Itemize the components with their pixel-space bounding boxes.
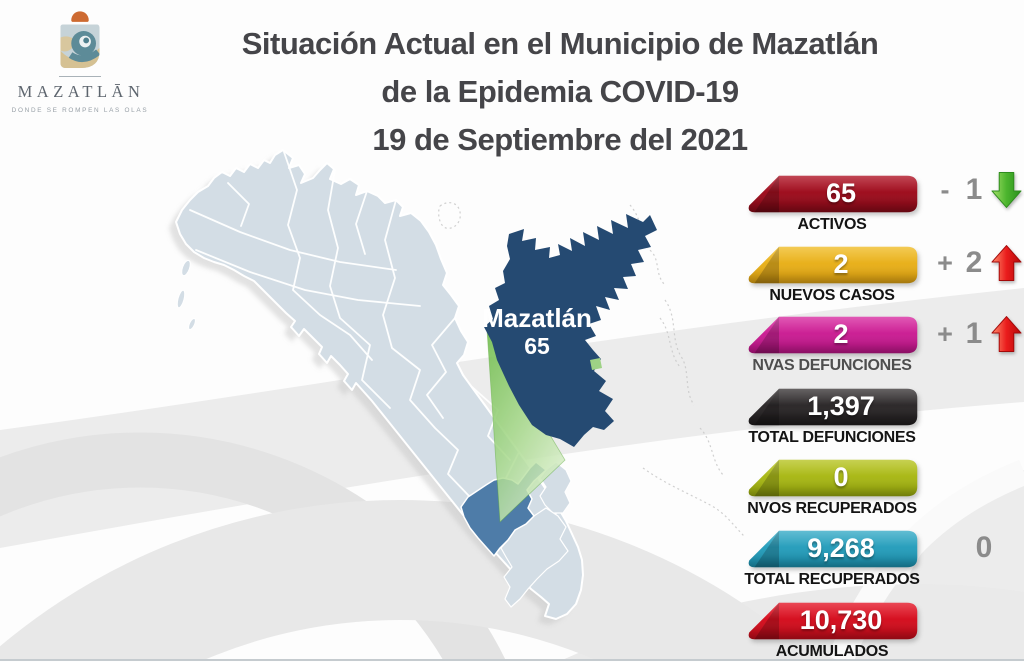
stat-ribbon xyxy=(748,246,918,284)
title-line2: de la Epidemia COVID-19 xyxy=(381,74,739,109)
delta-total-recuperados: 0 xyxy=(966,526,1002,570)
bottom-divider xyxy=(0,659,1024,661)
arrow-down-icon xyxy=(991,172,1022,208)
delta-activos: - 1 xyxy=(930,168,1023,212)
title-line1: Situación Actual en el Municipio de Maza… xyxy=(241,26,879,61)
stat-value: 65 xyxy=(825,178,857,208)
mazatlan-logo: MAZATLĀN DONDE SE ROMPEN LAS OLAS xyxy=(8,6,152,114)
arrow-up-icon xyxy=(991,316,1022,352)
stat-ribbon xyxy=(748,530,918,568)
delta-sign: + xyxy=(937,247,953,278)
delta-amount: 2 xyxy=(965,246,983,279)
stat-acumulados: 10,730 ACUMULADOS xyxy=(746,602,918,662)
stat-value: 2 xyxy=(833,249,849,279)
neighbor-outline-dashes xyxy=(438,202,745,537)
stat-activos: 65 ACTIVOS xyxy=(746,175,918,235)
stat-value: 2 xyxy=(833,319,849,349)
page-title: Situación Actual en el Municipio de Maza… xyxy=(160,20,960,164)
stat-label: ACTIVOS xyxy=(797,216,867,233)
delta-nuevos-casos: + 2 xyxy=(930,241,1023,285)
stat-value: 1,397 xyxy=(807,391,875,421)
map-highlight-label: Mazatlán xyxy=(482,303,592,333)
stat-label: ACUMULADOS xyxy=(775,643,889,660)
stat-label: TOTAL RECUPERADOS xyxy=(744,571,920,588)
stat-label: NUEVOS CASOS xyxy=(769,287,895,304)
title-line3: 19 de Septiembre del 2021 xyxy=(372,122,748,157)
stat-total-defunciones: 1,397 TOTAL DEFUNCIONES xyxy=(746,388,918,448)
stat-value: 9,268 xyxy=(807,533,875,563)
delta-sign: - xyxy=(940,174,950,205)
highlight-green-notch xyxy=(590,358,602,370)
logo-wordmark: MAZATLĀN xyxy=(17,82,145,101)
stat-label: NVOS RECUPERADOS xyxy=(747,500,917,517)
map-highlight-value: 65 xyxy=(524,333,550,359)
stat-total-recuperados: 9,268 TOTAL RECUPERADOS xyxy=(744,530,920,590)
stat-label: NVAS DEFUNCIONES xyxy=(752,357,912,374)
stat-ribbon xyxy=(748,175,918,213)
stat-label: TOTAL DEFUNCIONES xyxy=(748,429,916,446)
stat-nvas-defunciones: 2 NVAS DEFUNCIONES xyxy=(746,316,918,376)
stat-nvos-recuperados: 0 NVOS RECUPERADOS xyxy=(746,459,918,519)
arrow-up-icon xyxy=(991,245,1022,281)
stat-value: 10,730 xyxy=(799,605,883,635)
stat-value: 0 xyxy=(833,462,849,492)
delta-amount: 0 xyxy=(975,531,993,564)
stat-ribbon xyxy=(748,388,918,426)
mazatlan-highlight-shape xyxy=(484,214,657,447)
stat-ribbon xyxy=(748,602,918,640)
delta-amount: 1 xyxy=(965,173,983,206)
stat-nuevos-casos: 2 NUEVOS CASOS xyxy=(746,246,918,306)
stat-ribbon xyxy=(748,459,918,497)
delta-sign: + xyxy=(937,318,953,349)
delta-amount: 1 xyxy=(965,317,983,350)
delta-nvas-defunciones: + 1 xyxy=(930,312,1023,356)
stat-ribbon xyxy=(748,316,918,354)
coastal-islands xyxy=(176,259,196,331)
logo-tagline: DONDE SE ROMPEN LAS OLAS xyxy=(11,107,149,114)
logo-divider xyxy=(59,76,101,77)
shell-logo-icon xyxy=(60,11,100,69)
